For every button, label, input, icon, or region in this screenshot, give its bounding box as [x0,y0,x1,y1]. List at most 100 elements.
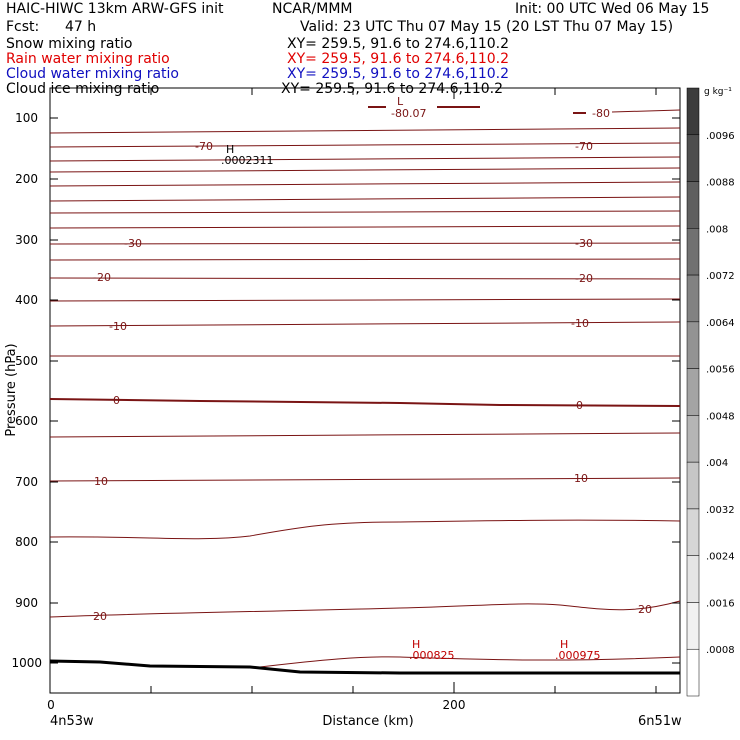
high-marker: H [560,638,568,651]
high-marker: H [226,143,234,156]
colorbar-tick-label: .0008 [706,645,735,656]
valid-time: Valid: 23 UTC Thu 07 May 15 (20 LST Thu … [300,19,674,35]
isotherm-line [49,181,681,187]
isotherm-line [49,600,681,618]
isotherm-line [49,432,681,438]
colorbar-swatch [686,87,700,136]
contour-label: -30 [575,237,593,250]
high-value: .000975 [555,649,601,662]
x-endpoint-left: 4n53w [50,714,94,729]
field-label-rain: Rain water mixing ratio [6,51,170,67]
isotherm-line [49,519,681,540]
isotherm-line [49,321,681,327]
colorbar-tick-label: .0056 [706,365,735,376]
isotherm-line [49,398,681,407]
contour-label: -10 [571,317,589,330]
isotherm-line [49,127,681,134]
isotherm-line [49,242,681,245]
contour-label: 0 [113,394,120,407]
isotherm-line [49,156,681,162]
fcst-label: Fcst: [6,19,40,35]
fcst-value: 47 h [65,19,97,35]
y-axis-title: Pressure (hPa) [4,343,19,436]
colorbar-swatch [686,508,700,556]
field-xy-cloudwater: XY= 259.5, 91.6 to 274.6,110.2 [287,66,510,82]
isotherm-line [49,258,681,261]
high-value: .0002311 [221,154,274,167]
high-marker: H [412,638,420,651]
isotherm-line [259,656,681,668]
x-tick-label: 0 [47,698,55,712]
colorbar-tick-label: .0096 [706,131,735,142]
isotherm-line [49,167,681,173]
colorbar-unit: g kg⁻¹ [704,87,732,97]
y-tick-label: 100 [15,111,38,125]
colorbar-swatch [686,602,700,650]
isotherm-line [49,298,681,302]
y-tick-label: 500 [15,354,38,368]
colorbar-tick-label: .0088 [706,178,735,189]
field-label-cloudice: Cloud ice mixing ratio [6,81,160,97]
y-tick-label: 200 [15,172,38,186]
colorbar-tick-label: .0024 [706,552,735,563]
colorbar-swatch [686,415,700,463]
contour-label: -70 [195,140,213,153]
terrain-line [49,659,680,675]
y-tick-label: 900 [15,596,38,610]
low-marker: L [397,95,404,108]
colorbar-tick-label: .0032 [706,505,735,516]
contour-label: 20 [93,610,107,623]
plot-title: HAIC-HIWC 13km ARW-GFS init [6,1,224,17]
colorbar-swatch [686,228,700,276]
high-value: .000825 [409,649,455,662]
y-tick-label: 600 [15,414,38,428]
contour-label: 10 [94,475,108,488]
isotherm-line [49,477,681,482]
y-tick-label: 800 [15,535,38,549]
isotherm-line [49,142,681,148]
contour-label: 10 [574,472,588,485]
contour-label: -10 [109,320,127,333]
contour-label: -80 [592,107,610,120]
colorbar-swatch [686,461,700,510]
contour-label: -20 [93,271,111,284]
field-label-snow: Snow mixing ratio [6,36,133,52]
isotherm-line [49,210,681,214]
colorbar-swatch [686,134,700,182]
contour-label: 0 [576,399,583,412]
colorbar-tick-label: .008 [706,224,728,235]
contour-label: 20 [638,603,652,616]
field-xy-rain: XY= 259.5, 91.6 to 274.6,110.2 [287,51,510,67]
contour-label: -30 [124,237,142,250]
temperature-contours [49,106,681,668]
isotherm-line [49,225,681,229]
x-axis-title: Distance (km) [322,714,413,729]
colorbar-tick-label: .0016 [706,598,735,609]
isotherm-line [611,109,681,113]
isotherm-line [49,277,681,280]
y-tick-label: 1000 [11,656,42,670]
y-tick-label: 300 [15,233,38,247]
colorbar-swatch [686,274,700,323]
colorbar-tick-label: .0072 [706,271,735,282]
x-axis-ticks [150,88,657,693]
contour-label: -70 [575,140,593,153]
colorbar-tick-label: .0064 [706,318,735,329]
y-tick-label: 700 [15,475,38,489]
org-label: NCAR/MMM [272,1,353,17]
colorbar-tick-label: .004 [706,458,728,469]
colorbar-swatch [686,368,700,416]
field-xy-snow: XY= 259.5, 91.6 to 274.6,110.2 [287,36,510,52]
colorbar-swatch [686,555,700,603]
colorbar-swatch [686,181,700,229]
plot-frame [49,87,681,694]
y-tick-label: 400 [15,293,38,307]
y-axis-ticks [50,117,680,664]
field-xy-cloudice: XY= 259.5, 91.6 to 274.6,110.2 [281,81,504,97]
colorbar-swatch [686,648,700,697]
colorbar-swatch [686,321,700,369]
x-endpoint-right: 6n51w [638,714,682,729]
colorbar-tick-label: .0048 [706,411,735,422]
contour-label: -80.07 [391,107,426,120]
